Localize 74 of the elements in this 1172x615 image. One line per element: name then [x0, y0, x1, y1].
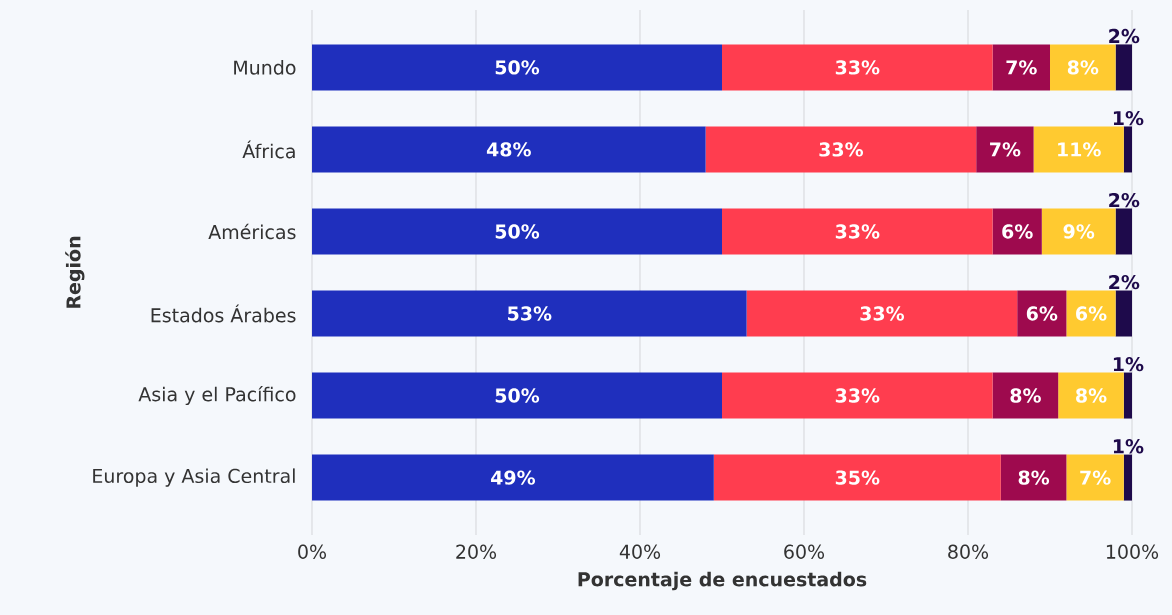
bar — [1123, 126, 1132, 173]
y-tick-label: Mundo — [234, 60, 296, 75]
data-label: 8% — [1067, 60, 1099, 75]
x-tick-label: 40% — [619, 544, 661, 559]
data-label: 33% — [835, 388, 880, 403]
bar — [1017, 290, 1067, 337]
data-label: 50% — [495, 60, 540, 75]
data-label: 1% — [1113, 439, 1144, 454]
bar — [312, 44, 722, 91]
bar — [1115, 290, 1132, 337]
bar — [1115, 208, 1132, 255]
x-tick-label: 20% — [456, 544, 497, 559]
bar — [312, 454, 714, 501]
data-label: 50% — [495, 388, 540, 403]
x-tick-label: 80% — [948, 544, 989, 559]
data-label: 33% — [835, 60, 880, 75]
x-axis-title: Porcentaje de encuestados — [578, 571, 867, 591]
bar — [1066, 454, 1124, 501]
data-label: 8% — [1018, 470, 1050, 485]
data-label: 8% — [1010, 388, 1041, 403]
data-label: 6% — [1002, 224, 1033, 239]
data-label: 48% — [486, 142, 531, 157]
bar — [1123, 372, 1132, 419]
bar — [722, 208, 993, 255]
bar — [1041, 208, 1116, 255]
bar — [976, 126, 1034, 173]
y-tick-label: África — [242, 140, 295, 159]
data-label: 7% — [1006, 60, 1037, 75]
data-label: 9% — [1063, 224, 1095, 239]
data-label: 1% — [1113, 357, 1144, 372]
x-tick-label: 100% — [1106, 544, 1159, 559]
data-label: 6% — [1026, 306, 1058, 321]
data-label: 33% — [860, 306, 905, 321]
data-label: 8% — [1076, 388, 1107, 403]
y-tick-label: Europa y Asia Central — [93, 468, 295, 487]
bar — [1066, 290, 1116, 337]
data-label: 53% — [508, 306, 552, 321]
bar — [1115, 44, 1132, 91]
data-label: 49% — [491, 470, 536, 485]
bar — [992, 44, 1050, 91]
data-label: 2% — [1109, 192, 1140, 208]
x-tick-label: 60% — [784, 544, 825, 559]
y-tick-label: Estados Árabes — [151, 304, 296, 323]
bar — [312, 208, 722, 255]
y-axis-title: Región — [65, 236, 85, 308]
bar — [722, 44, 993, 91]
bar — [1000, 454, 1067, 501]
x-tick-label: 0% — [298, 544, 327, 559]
bar — [1058, 372, 1124, 419]
data-label: 11% — [1058, 142, 1101, 157]
y-tick-label: Asia y el Pacífico — [138, 385, 296, 406]
data-label: 35% — [835, 470, 880, 485]
bar — [722, 372, 993, 419]
bar — [713, 454, 1001, 501]
data-label: 50% — [495, 224, 540, 239]
data-label: 6% — [1076, 306, 1107, 321]
data-label: 2% — [1109, 274, 1140, 290]
data-label: 7% — [1080, 470, 1111, 485]
y-tick-label: Américas — [208, 223, 296, 240]
bar — [312, 126, 706, 173]
bar — [1050, 44, 1116, 91]
data-label: 7% — [990, 142, 1021, 157]
bar — [312, 290, 747, 337]
data-label: 2% — [1109, 28, 1140, 44]
bar — [1033, 126, 1124, 173]
bar — [1123, 454, 1132, 501]
bar — [992, 208, 1042, 255]
bar — [705, 126, 977, 173]
bar — [746, 290, 1018, 337]
bar — [312, 372, 722, 419]
data-label: 1% — [1113, 110, 1144, 126]
data-label: 33% — [819, 142, 864, 157]
bar — [992, 372, 1059, 419]
data-label: 33% — [835, 224, 880, 239]
